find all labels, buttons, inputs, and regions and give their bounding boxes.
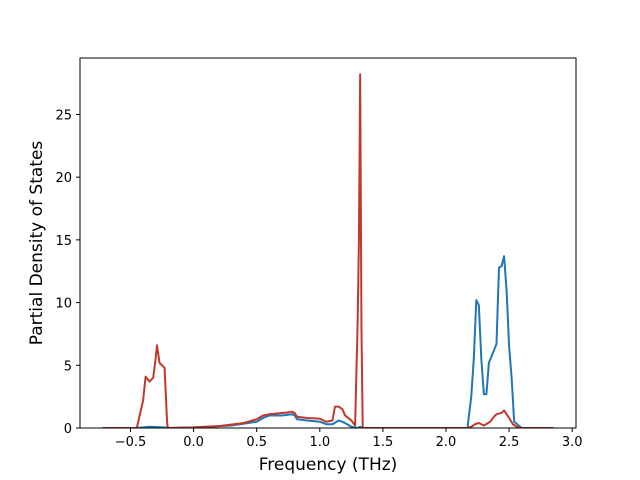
- x-tick-label: 1.5: [373, 435, 394, 450]
- x-tick-label: 2.0: [436, 435, 457, 450]
- y-axis-label: Partial Density of States: [27, 141, 47, 346]
- x-tick-label: 1.0: [309, 435, 330, 450]
- plot-frame: [79, 57, 577, 429]
- x-tick-label: 2.5: [499, 435, 520, 450]
- series-line-2: [102, 73, 554, 428]
- y-tick-label: 15: [55, 234, 72, 249]
- y-tick-label: 25: [55, 108, 72, 123]
- x-axis-ticks: −0.5 0.0 0.5 1.0 1.5 2.0 2.5 3.0: [115, 428, 583, 450]
- y-axis-ticks: 0 5 10 15 20 25: [55, 108, 80, 437]
- y-tick-label: 20: [55, 171, 72, 186]
- y-tick-label: 5: [64, 359, 72, 374]
- y-tick-label: 10: [55, 297, 72, 312]
- x-axis-label: Frequency (THz): [259, 455, 398, 475]
- x-tick-label: 0.5: [246, 435, 267, 450]
- series-layer: [102, 73, 554, 428]
- x-tick-label: 3.0: [562, 435, 583, 450]
- y-tick-label: 0: [64, 422, 72, 437]
- x-tick-label: −0.5: [115, 435, 147, 450]
- x-tick-label: 0.0: [183, 435, 204, 450]
